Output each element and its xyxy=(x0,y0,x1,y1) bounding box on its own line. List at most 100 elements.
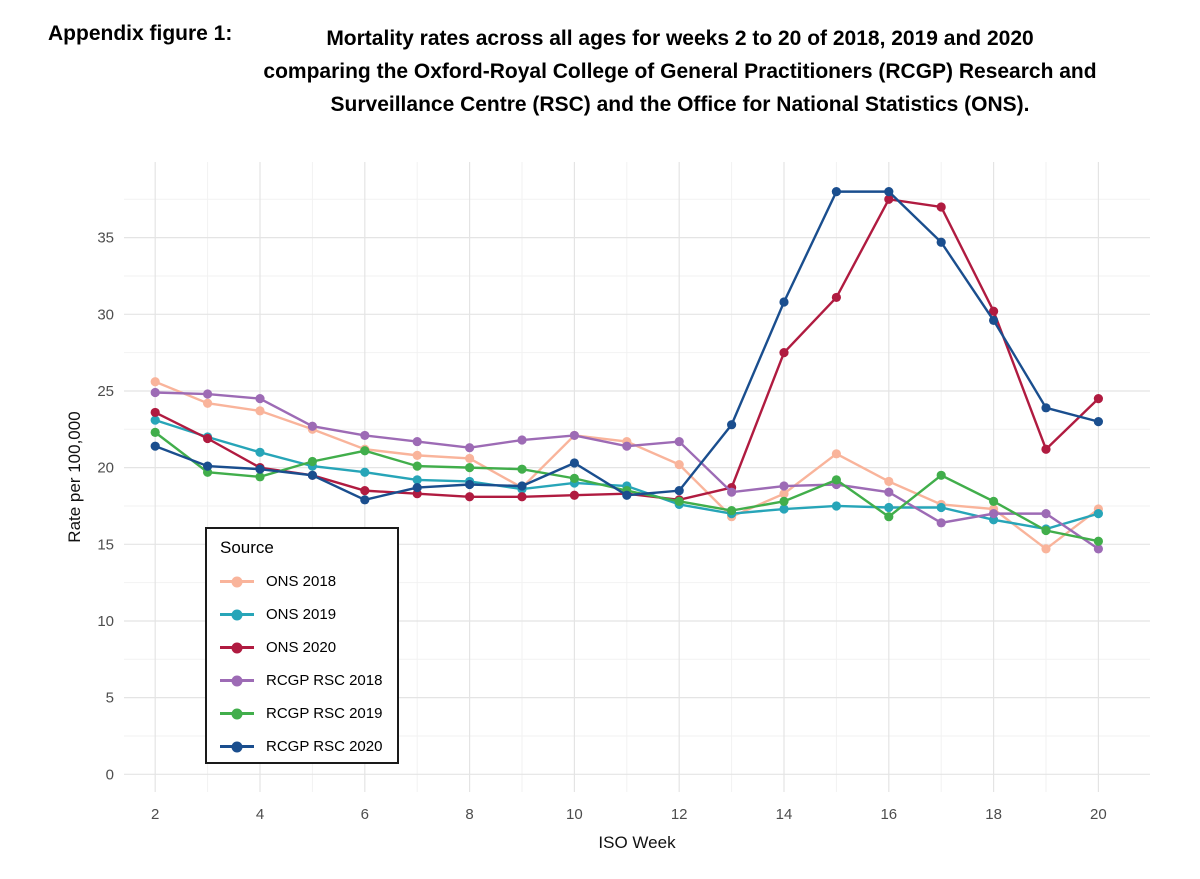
x-tick-label: 10 xyxy=(566,806,583,823)
data-point xyxy=(412,436,422,447)
data-point xyxy=(727,420,737,430)
data-point xyxy=(989,509,999,519)
data-point xyxy=(622,490,632,500)
data-point xyxy=(1093,394,1103,404)
data-point xyxy=(989,306,999,316)
legend-dot-icon xyxy=(231,642,243,653)
data-point xyxy=(831,501,842,511)
legend-swatch xyxy=(220,675,254,686)
chart-legend: Source ONS 2018 ONS 2019 ONS 2020 RCGP RSC … xyxy=(205,527,399,764)
y-tick-label: 35 xyxy=(97,230,114,247)
data-point xyxy=(674,459,684,470)
figure-title: Mortality rates across all ages for week… xyxy=(200,22,1160,121)
series-rcgp-rsc-2018 xyxy=(150,387,1103,554)
data-point xyxy=(360,467,370,477)
data-point xyxy=(1093,417,1103,427)
data-point xyxy=(150,441,160,451)
data-point xyxy=(884,512,894,522)
legend-dot-icon xyxy=(231,741,243,752)
x-tick-label: 14 xyxy=(776,806,793,823)
data-point xyxy=(884,187,894,197)
data-point xyxy=(307,421,317,431)
legend-item-rcgp-rsc-2019: RCGP RSC 2019 xyxy=(220,697,397,730)
data-point xyxy=(569,430,580,441)
x-tick-label: 8 xyxy=(465,806,473,823)
legend-item-label: RCGP RSC 2019 xyxy=(266,705,383,722)
data-point xyxy=(569,458,580,468)
data-point xyxy=(779,481,789,491)
data-point xyxy=(465,453,475,464)
data-point xyxy=(831,292,842,303)
data-point xyxy=(727,487,737,497)
data-point xyxy=(1041,525,1051,536)
data-point xyxy=(1093,509,1103,519)
data-point xyxy=(779,297,789,307)
data-point xyxy=(569,473,580,483)
legend-swatch xyxy=(220,642,254,653)
data-point xyxy=(674,496,684,506)
figure-title-line-2: comparing the Oxford-Royal College of Ge… xyxy=(263,60,1097,83)
data-point xyxy=(779,504,789,514)
data-point xyxy=(779,348,789,358)
data-point xyxy=(884,487,894,497)
data-point xyxy=(831,475,842,485)
data-point xyxy=(255,464,265,474)
y-tick-label: 30 xyxy=(97,306,114,323)
legend-dot-icon xyxy=(231,576,243,587)
x-axis-title: ISO Week xyxy=(598,833,676,852)
legend-swatch xyxy=(220,576,254,587)
figure-label: Appendix figure 1: xyxy=(48,22,233,45)
data-point xyxy=(674,486,684,496)
data-point xyxy=(884,194,894,204)
data-point xyxy=(936,502,946,513)
x-tick-label: 2 xyxy=(151,806,159,823)
data-point xyxy=(831,187,842,197)
data-point xyxy=(674,436,684,447)
y-tick-label: 15 xyxy=(97,536,114,553)
data-point xyxy=(936,518,946,528)
data-point xyxy=(622,441,632,451)
data-point xyxy=(1041,544,1051,554)
x-tick-label: 12 xyxy=(671,806,688,823)
data-point xyxy=(779,489,789,499)
legend-swatch xyxy=(220,708,254,719)
x-tick-label: 6 xyxy=(361,806,369,823)
data-point xyxy=(936,202,946,212)
data-point xyxy=(989,496,999,506)
data-point xyxy=(203,433,213,444)
x-tick-label: 16 xyxy=(880,806,897,823)
data-point xyxy=(203,461,213,471)
legend-swatch xyxy=(220,741,254,752)
y-tick-label: 25 xyxy=(97,383,114,400)
series-rcgp-rsc-2020 xyxy=(150,187,1103,505)
legend-item-label: ONS 2019 xyxy=(266,606,337,623)
data-point xyxy=(203,398,213,408)
data-point xyxy=(255,394,265,404)
data-point xyxy=(1041,444,1051,454)
data-point xyxy=(884,502,894,513)
legend-item-label: ONS 2018 xyxy=(266,573,337,590)
y-tick-label: 5 xyxy=(106,690,114,707)
data-point xyxy=(412,461,422,471)
data-point xyxy=(307,456,317,467)
legend-item-label: ONS 2020 xyxy=(266,639,337,656)
figure-title-line-1: Mortality rates across all ages for week… xyxy=(326,27,1034,50)
legend-item-rcgp-rsc-2020: RCGP RSC 2020 xyxy=(220,730,397,763)
legend-item-ons-2020: ONS 2020 xyxy=(220,631,397,664)
data-point xyxy=(150,377,160,387)
legend-dot-icon xyxy=(231,609,243,620)
data-point xyxy=(517,481,527,491)
data-point xyxy=(360,486,370,496)
data-point xyxy=(412,450,422,460)
data-point xyxy=(936,237,946,247)
data-point xyxy=(517,435,527,445)
data-point xyxy=(1093,544,1103,554)
data-point xyxy=(150,415,160,425)
data-point xyxy=(255,472,265,482)
data-point xyxy=(150,387,160,398)
data-point xyxy=(517,492,527,502)
legend-item-label: RCGP RSC 2018 xyxy=(266,672,383,689)
data-point xyxy=(203,389,213,399)
